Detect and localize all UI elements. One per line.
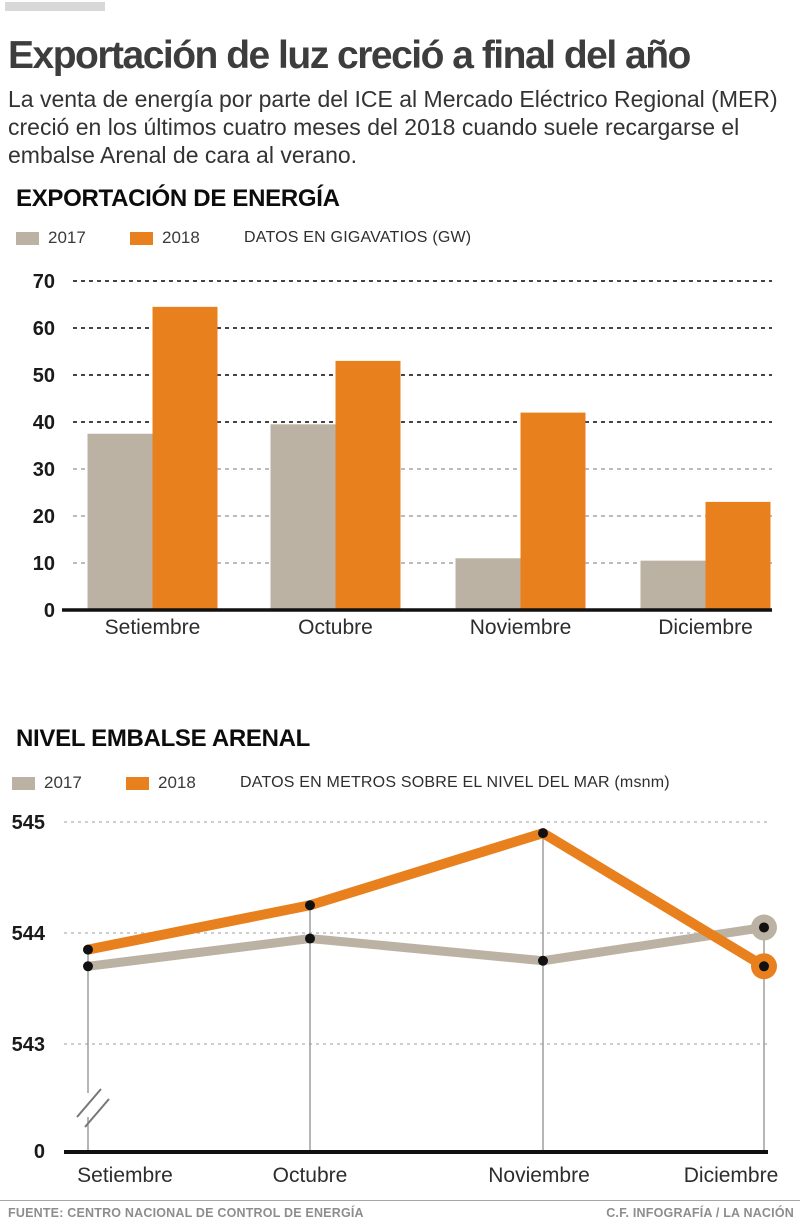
- bar-ytick-10: 10: [33, 553, 55, 575]
- bar-chart-title: EXPORTACIÓN DE ENERGÍA: [16, 184, 340, 212]
- line-chart-legend: 2017 2018 DATOS EN METROS SOBRE EL NIVEL…: [12, 773, 670, 793]
- bar-2017-Setiembre: [87, 433, 153, 610]
- point-2017-Setiembre: [83, 961, 93, 972]
- line-2017: [83, 922, 769, 971]
- bar-chart-legend: 2017 2018 DATOS EN GIGAVATIOS (GW): [16, 228, 472, 248]
- line-ytick-543: 543: [12, 1034, 45, 1056]
- legend-item-2018: 2018: [130, 228, 244, 248]
- footer-source: FUENTE: CENTRO NACIONAL DE CONTROL DE EN…: [8, 1206, 364, 1220]
- bar-ytick-20: 20: [33, 506, 55, 528]
- legend-label-2018: 2018: [162, 228, 200, 247]
- bar-xlabel-Diciembre: Diciembre: [658, 616, 753, 639]
- line-xlabel-Diciembre: Diciembre: [684, 1164, 779, 1187]
- bar-ytick-30: 30: [33, 459, 55, 481]
- bar-2018-Setiembre: [152, 306, 218, 610]
- line-chart-title: NIVEL EMBALSE ARENAL: [16, 724, 311, 752]
- page-title: Exportación de luz creció a final del añ…: [8, 34, 691, 78]
- intro-paragraph: La venta de energía por parte del ICE al…: [8, 86, 778, 168]
- bar-ytick-50: 50: [33, 365, 55, 387]
- bar-2017-Noviembre: [455, 558, 521, 610]
- bar-chart-units-note: DATOS EN GIGAVATIOS (GW): [244, 229, 472, 246]
- line-xlabel-Octubre: Octubre: [273, 1164, 348, 1187]
- top-accent-bar: [5, 2, 105, 11]
- point-2017-Diciembre: [759, 922, 769, 933]
- bar-2018-Octubre: [335, 360, 401, 610]
- bar-2018-Noviembre: [520, 412, 586, 610]
- point-2017-Octubre: [305, 933, 315, 944]
- line-ytick-545: 545: [12, 812, 45, 834]
- bar-2017-Diciembre: [640, 560, 706, 610]
- axis-break-slash-2: [84, 1098, 110, 1128]
- bar-ytick-70: 70: [33, 271, 55, 293]
- line-xlabel-Noviembre: Noviembre: [488, 1164, 590, 1187]
- line-2018: [83, 828, 769, 972]
- legend-label-2017: 2017: [48, 228, 86, 247]
- bar-ytick-60: 60: [33, 318, 55, 340]
- footer-divider: [0, 1200, 800, 1201]
- bar-xlabel-Noviembre: Noviembre: [470, 616, 572, 639]
- bar-ytick-40: 40: [33, 412, 55, 434]
- line-chart-units-note: DATOS EN METROS SOBRE EL NIVEL DEL MAR (…: [240, 774, 670, 791]
- point-2017-Noviembre: [538, 955, 548, 966]
- point-2018-Octubre: [305, 900, 315, 911]
- legend-swatch-2018: [126, 776, 149, 790]
- line-ytick-544: 544: [12, 923, 46, 945]
- bar-2018-Diciembre: [705, 501, 771, 610]
- legend-item-2017: 2017: [12, 773, 126, 793]
- point-2018-Diciembre: [759, 961, 769, 972]
- line-xlabel-Setiembre: Setiembre: [77, 1164, 173, 1187]
- bar-xlabel-Setiembre: Setiembre: [105, 616, 201, 639]
- point-2018-Setiembre: [83, 944, 93, 955]
- bar-ytick-0: 0: [44, 600, 55, 622]
- legend-swatch-2017: [12, 776, 35, 790]
- line-ytick-0: 0: [34, 1141, 45, 1163]
- legend-swatch-2017: [16, 231, 39, 245]
- bar-xlabel-Octubre: Octubre: [298, 616, 373, 639]
- footer-credit: C.F. INFOGRAFÍA / LA NACIÓN: [606, 1206, 794, 1220]
- legend-item-2017: 2017: [16, 228, 130, 248]
- legend-item-2018: 2018: [126, 773, 240, 793]
- bar-2017-Octubre: [270, 424, 336, 610]
- axis-break-slash-1: [76, 1088, 102, 1118]
- legend-label-2017: 2017: [44, 773, 82, 792]
- legend-swatch-2018: [130, 231, 153, 245]
- legend-label-2018: 2018: [158, 773, 196, 792]
- point-2018-Noviembre: [538, 828, 548, 839]
